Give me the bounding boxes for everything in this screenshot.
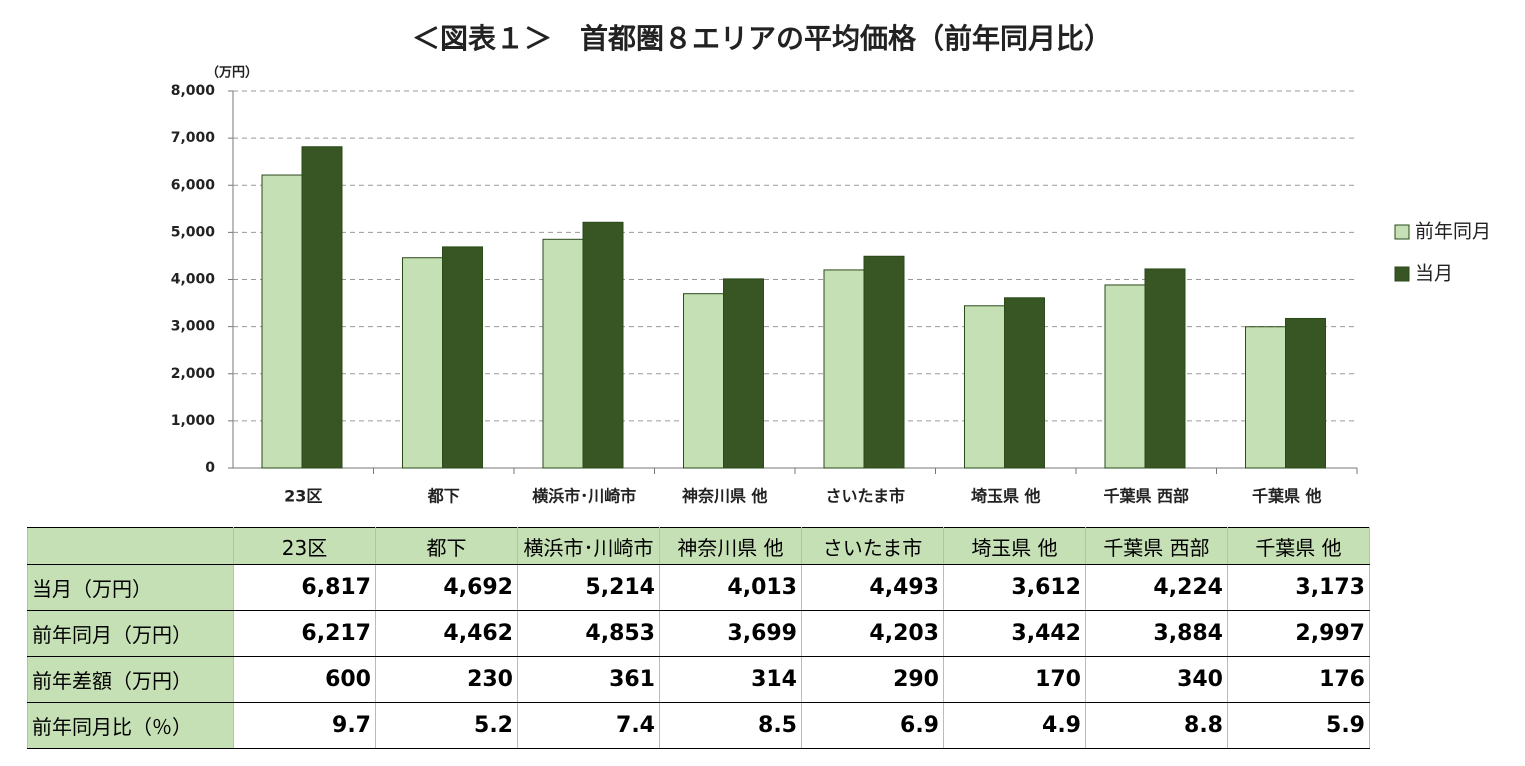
table-cell: 5,214 (517, 564, 660, 611)
y-tick-label: 3,000 (171, 319, 216, 335)
y-tick-label: 7,000 (171, 130, 216, 146)
table-cell: 4,853 (517, 610, 660, 657)
table-cell: 4,224 (1085, 564, 1228, 611)
bar (261, 174, 303, 469)
legend-swatch (1394, 224, 1410, 240)
column-header: 神奈川県 他 (659, 527, 802, 565)
table-cell: 4,493 (801, 564, 944, 611)
bar (442, 246, 483, 469)
table-cell: 4,462 (375, 610, 518, 657)
bar (1144, 268, 1186, 469)
x-tick-label: 埼玉県 他 (971, 487, 1041, 506)
table-cell: 4.9 (943, 702, 1086, 749)
table-cell: 6,817 (233, 564, 376, 611)
y-tick-label: 5,000 (171, 224, 216, 240)
table-cell: 314 (659, 656, 802, 703)
bar (582, 221, 624, 469)
x-tick-label: 千葉県 他 (1252, 487, 1322, 506)
table-cell: 5.2 (375, 702, 518, 749)
row-header: 前年同月（万円） (27, 610, 234, 657)
y-tick-label: 2,000 (171, 366, 216, 382)
chart-title: ＜図表１＞ 首都圏８エリアの平均価格（前年同月比） (412, 22, 1112, 55)
x-tick-label: 23区 (284, 487, 322, 506)
table-cell: 3,612 (943, 564, 1086, 611)
table-cell: 3,173 (1227, 564, 1370, 611)
table-cell: 4,013 (659, 564, 802, 611)
table-cell: 2,997 (1227, 610, 1370, 657)
x-tick-label: 都下 (427, 487, 460, 506)
table-cell: 340 (1085, 656, 1228, 703)
y-tick-label: 8,000 (171, 83, 216, 99)
row-header: 当月（万円） (27, 564, 234, 611)
y-tick-label: 4,000 (171, 272, 216, 288)
table-cell: 230 (375, 656, 518, 703)
chart: ＜図表１＞ 首都圏８エリアの平均価格（前年同月比） （万円） 0 1,000 2,0… (171, 22, 1491, 506)
y-tick-label: 1,000 (171, 413, 216, 429)
table-cell: 8.5 (659, 702, 802, 749)
y-tick-label: 6,000 (171, 177, 216, 193)
data-table: 23区 都下 横浜市･川崎市 神奈川県 他さいたま市 埼玉県 他千葉県 西部 千葉県 他当… (27, 527, 1370, 749)
bar (1104, 284, 1146, 469)
table-cell: 176 (1227, 656, 1370, 703)
column-header: 埼玉県 他 (943, 527, 1086, 565)
table-cell: 3,699 (659, 610, 802, 657)
bar (723, 278, 764, 469)
column-header: 千葉県 他 (1227, 527, 1370, 565)
legend-swatch (1394, 266, 1410, 282)
table-cell: 5.9 (1227, 702, 1370, 749)
table-cell: 3,442 (943, 610, 1086, 657)
x-tick-label: 千葉県 西部 (1103, 487, 1189, 506)
table-cell: 290 (801, 656, 944, 703)
bar (1004, 297, 1045, 469)
row-header: 前年同月比（％） (27, 702, 234, 749)
column-header: 千葉県 西部 (1085, 527, 1228, 565)
bar (964, 305, 1005, 469)
table-cell: 4,203 (801, 610, 944, 657)
bar (301, 146, 343, 469)
table-cell: 7.4 (517, 702, 660, 749)
table-cell: 361 (517, 656, 660, 703)
table-cell: 8.8 (1085, 702, 1228, 749)
table-cell: 4,692 (375, 564, 518, 611)
table-cell: 6,217 (233, 610, 376, 657)
bar (863, 255, 905, 469)
table-cell: 170 (943, 656, 1086, 703)
table-cell: 9.7 (233, 702, 376, 749)
bar (1245, 326, 1286, 469)
x-tick-label: 横浜市･川崎市 (532, 487, 636, 506)
table-cell: 600 (233, 656, 376, 703)
row-header: 前年差額（万円） (27, 656, 234, 703)
column-header: 都下 (375, 527, 518, 565)
column-header: 横浜市･川崎市 (517, 527, 660, 565)
x-tick-label: さいたま市 (825, 487, 905, 506)
y-tick-label: 0 (205, 460, 215, 476)
bar (402, 257, 443, 469)
legend-label: 前年同月 (1415, 221, 1491, 243)
y-axis-label: （万円） (206, 65, 258, 81)
column-header: 23区 (233, 527, 376, 565)
bar (823, 269, 865, 469)
bar (542, 238, 584, 469)
bar (683, 293, 724, 469)
table-corner (27, 527, 234, 565)
table-cell: 6.9 (801, 702, 944, 749)
x-tick-label: 神奈川県 他 (682, 487, 768, 506)
table-cell: 3,884 (1085, 610, 1228, 657)
legend-label: 当月 (1415, 263, 1453, 285)
bar (1285, 317, 1326, 469)
column-header: さいたま市 (801, 527, 944, 565)
